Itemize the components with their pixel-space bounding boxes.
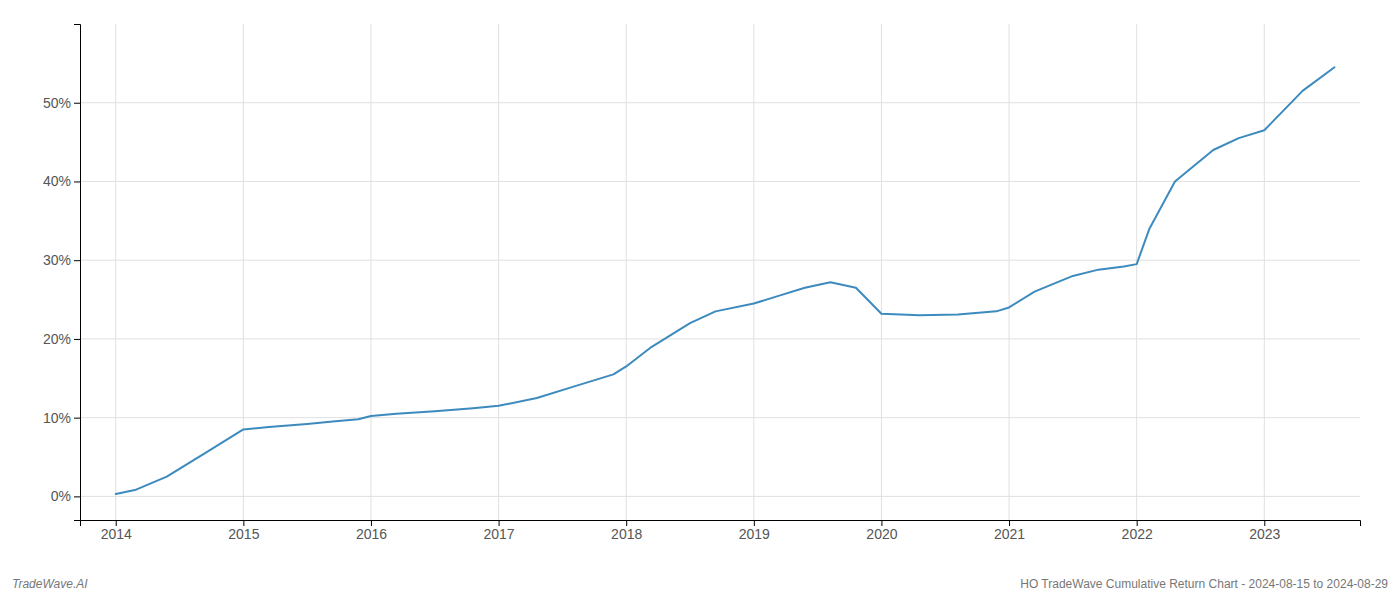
x-axis-tick-label: 2021 xyxy=(994,526,1025,542)
x-axis-tick: 2018 xyxy=(611,520,642,542)
grid-line-y xyxy=(80,181,1360,182)
x-axis-tick-label: 2014 xyxy=(101,526,132,542)
x-axis-tick-label: 2015 xyxy=(228,526,259,542)
x-axis: 2014 2015 2016 2017 2018 2019 2020 2021 2022 2023 xyxy=(81,520,1361,542)
grid-line-y xyxy=(80,338,1360,339)
y-axis: 0% 10% 20% 30% 40% 50% xyxy=(43,25,81,521)
y-axis-tick: 10% xyxy=(43,410,80,426)
y-axis-tick: 50% xyxy=(43,95,80,111)
y-axis-tick-mark xyxy=(74,339,80,340)
x-axis-tick: 2023 xyxy=(1249,520,1280,542)
x-axis-tick-label: 2023 xyxy=(1249,526,1280,542)
grid-line-x xyxy=(1009,24,1010,520)
x-axis-tick-label: 2022 xyxy=(1122,526,1153,542)
series xyxy=(116,67,1335,494)
x-axis-tick-label: 2016 xyxy=(356,526,387,542)
grid-line-x xyxy=(243,24,244,520)
grid xyxy=(80,24,1360,520)
x-axis-tick: 2015 xyxy=(228,520,259,542)
chart: 2014 2015 2016 2017 2018 2019 2020 2021 2022 2023… xyxy=(0,0,1400,600)
y-axis-tick-label: 10% xyxy=(43,410,71,426)
grid-line-y xyxy=(80,417,1360,418)
x-axis-tick: 2022 xyxy=(1122,520,1153,542)
y-axis-tick: 20% xyxy=(43,331,80,347)
y-axis-tick-mark xyxy=(74,181,80,182)
grid-line-y xyxy=(80,496,1360,497)
grid-line-y xyxy=(80,260,1360,261)
grid-line-x xyxy=(1136,24,1137,520)
y-axis-tick-mark xyxy=(74,496,80,497)
grid-line-x xyxy=(753,24,754,520)
footer-right: HO TradeWave Cumulative Return Chart - 2… xyxy=(1020,577,1388,591)
line xyxy=(116,67,1335,494)
y-axis-tick-mark xyxy=(74,418,80,419)
plot-area: 2014 2015 2016 2017 2018 2019 2020 2021 2022 2023… xyxy=(43,24,1361,542)
x-axis-tick-label: 2017 xyxy=(484,526,515,542)
y-axis-tick-label: 50% xyxy=(43,95,71,111)
grid-line-x xyxy=(498,24,499,520)
x-axis-tick-label: 2019 xyxy=(739,526,770,542)
grid-line-x xyxy=(881,24,882,520)
x-axis-tick-label: 2018 xyxy=(611,526,642,542)
y-axis-tick-label: 20% xyxy=(43,331,71,347)
y-axis-tick-label: 40% xyxy=(43,173,71,189)
y-axis-tick-label: 0% xyxy=(51,488,71,504)
grid-line-x xyxy=(626,24,627,520)
grid-line-x xyxy=(115,24,116,520)
x-axis-tick: 2021 xyxy=(994,520,1025,542)
grid-line-x xyxy=(1264,24,1265,520)
y-axis-tick-label: 30% xyxy=(43,252,71,268)
y-axis-tick-mark xyxy=(74,103,80,104)
y-axis-line xyxy=(74,25,81,521)
grid-line-y xyxy=(80,102,1360,103)
x-axis-tick: 2019 xyxy=(739,520,770,542)
x-axis-tick-label: 2020 xyxy=(866,526,897,542)
y-axis-tick-mark xyxy=(74,260,80,261)
y-axis-tick: 30% xyxy=(43,252,80,268)
y-axis-tick: 0% xyxy=(51,488,80,504)
x-axis-tick: 2020 xyxy=(866,520,897,542)
x-axis-tick: 2016 xyxy=(356,520,387,542)
x-axis-line xyxy=(81,521,1361,527)
x-axis-tick: 2014 xyxy=(101,520,132,542)
grid-line-x xyxy=(370,24,371,520)
x-axis-tick: 2017 xyxy=(484,520,515,542)
footer-left: TradeWave.AI xyxy=(12,577,88,591)
y-axis-tick: 40% xyxy=(43,173,80,189)
